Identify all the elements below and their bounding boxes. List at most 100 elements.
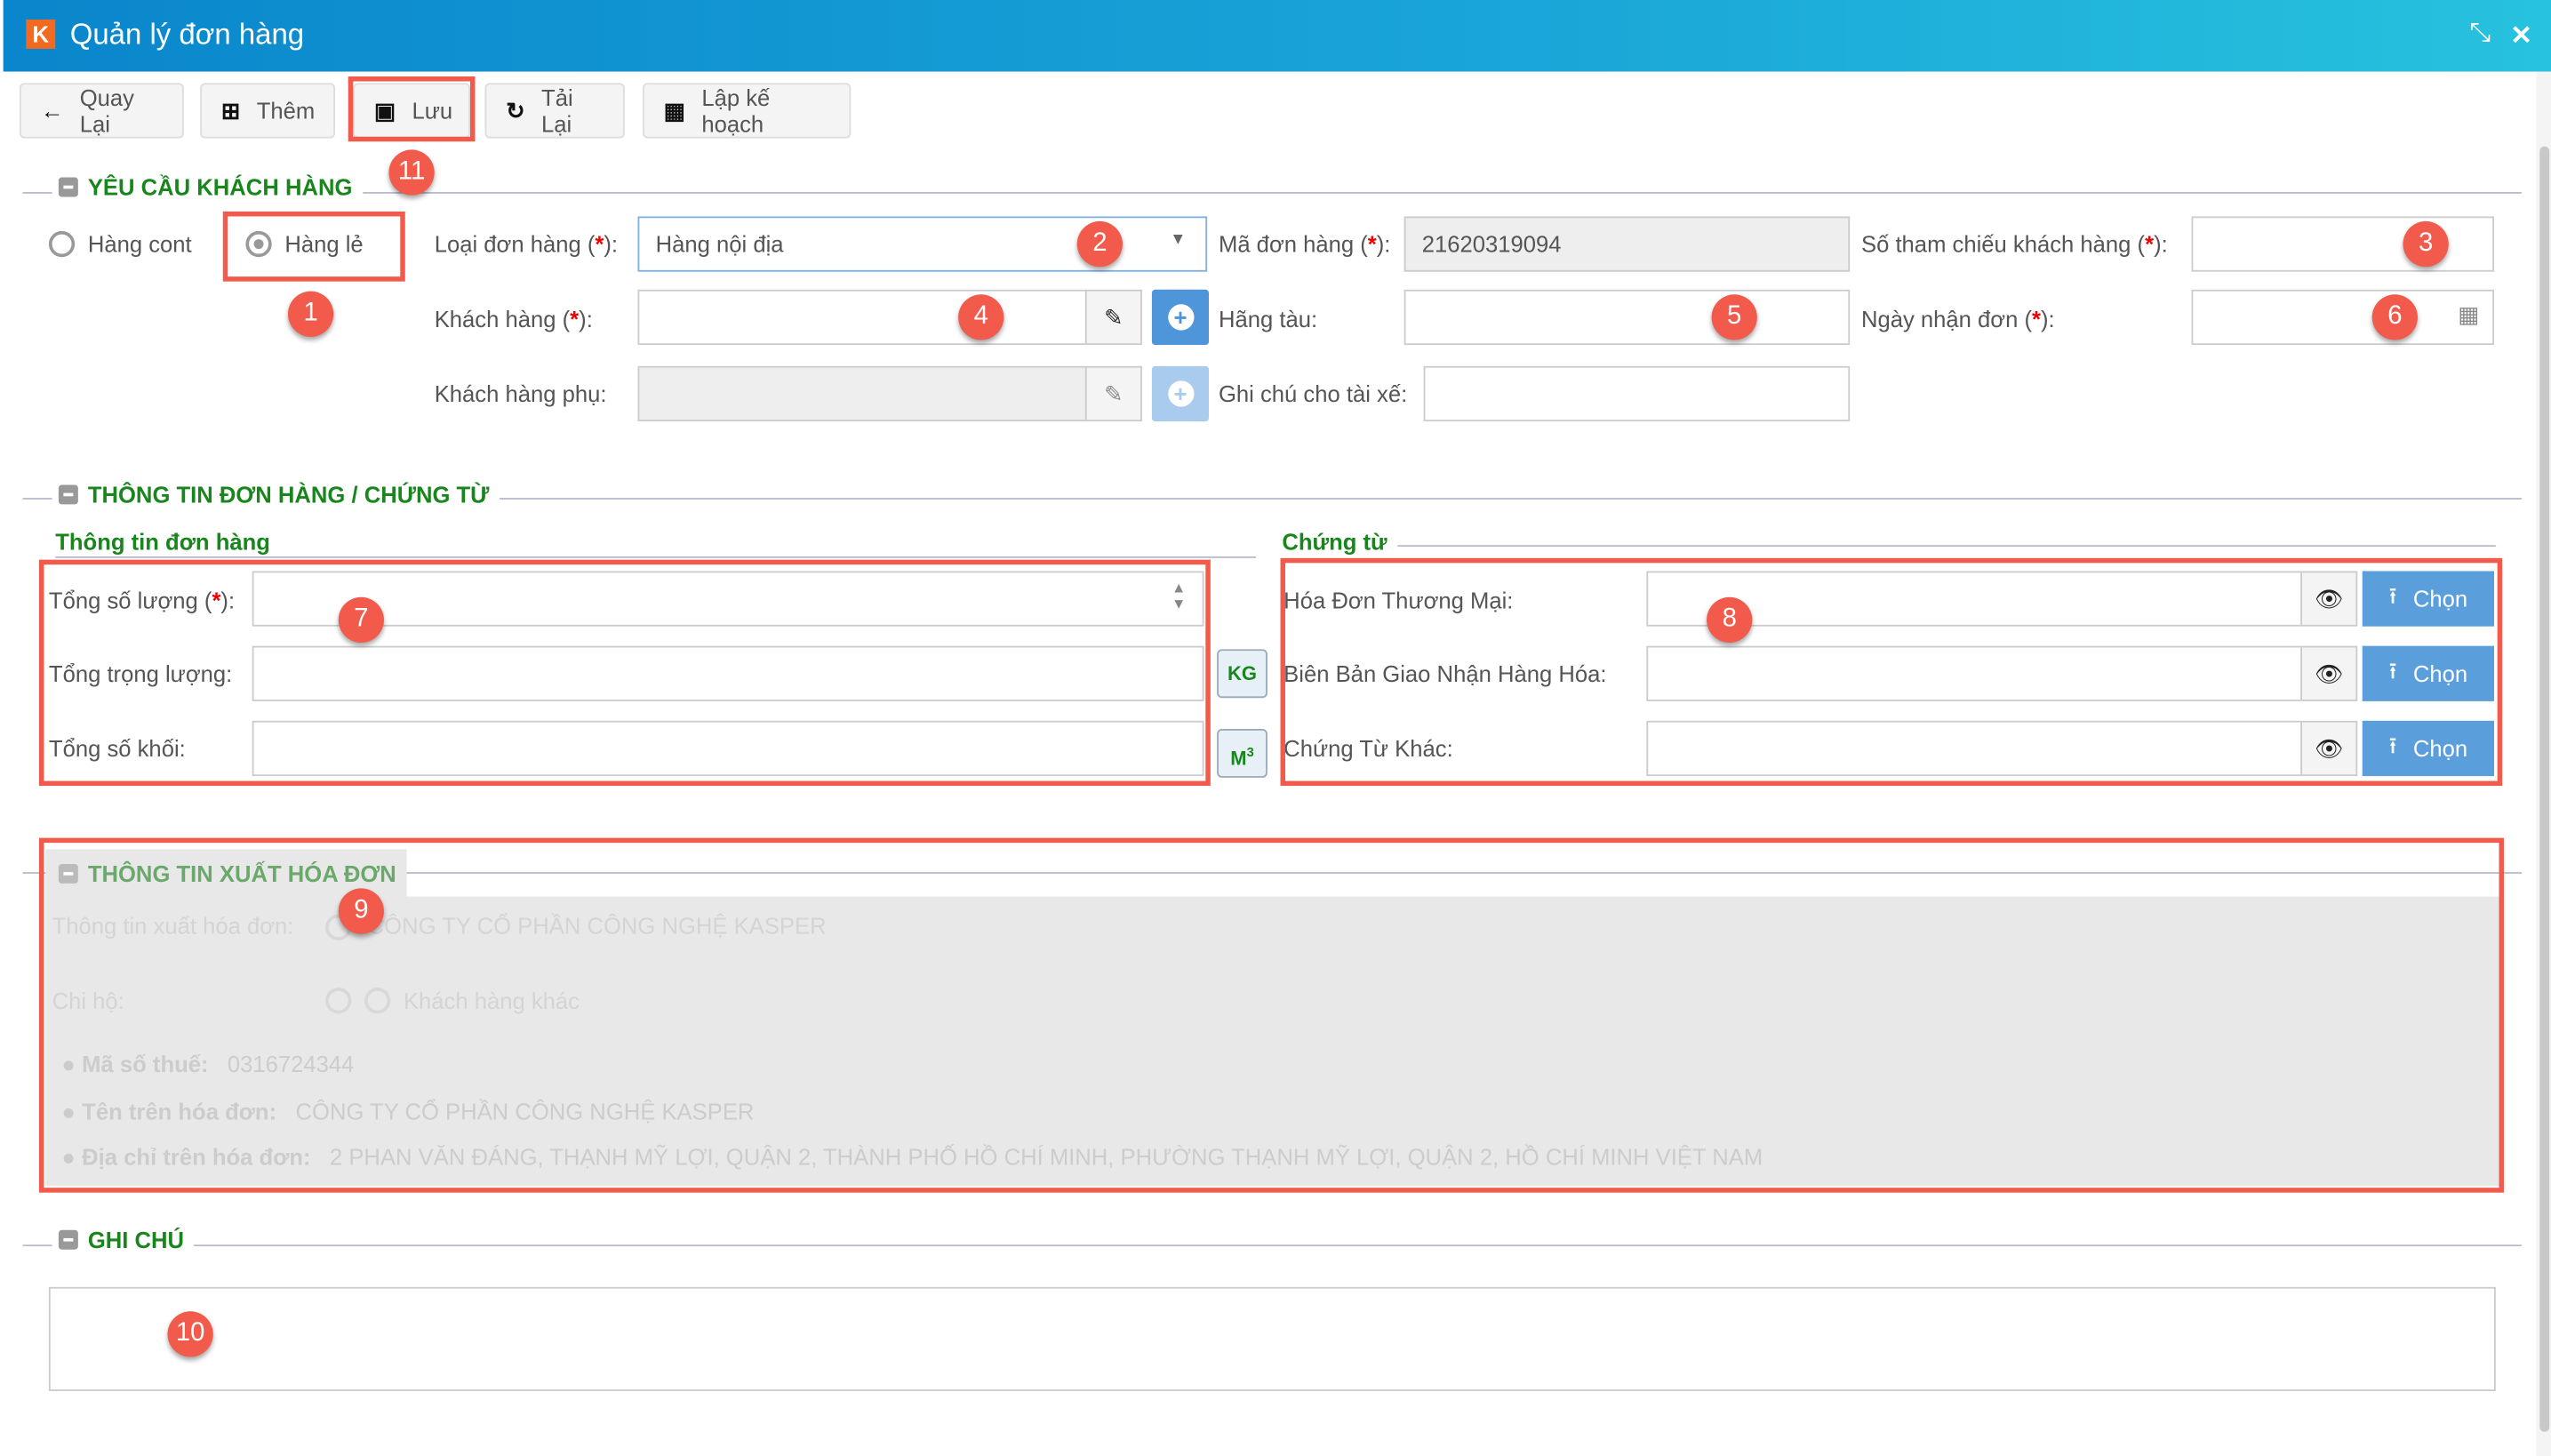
total-weight-input[interactable]	[252, 645, 1204, 701]
choose-button[interactable]: ⭱ Chọn	[2362, 571, 2495, 627]
annotation-marker: 8	[1707, 596, 1753, 644]
invoice-info-value: CÔNG TY CỔ PHẦN CÔNG NGHỆ KASPER	[367, 912, 827, 940]
plus-circle-icon: +	[1167, 304, 1194, 331]
collapse-icon[interactable]	[58, 1229, 78, 1250]
plus-square-icon: ⊞	[220, 96, 241, 124]
order-type-label: Loại đơn hàng (*):	[434, 230, 619, 258]
collapse-icon[interactable]	[58, 863, 78, 883]
eye-icon[interactable]: 👁	[2300, 571, 2358, 627]
radio-hang-cont[interactable]	[48, 230, 76, 258]
spinner-icon[interactable]: ▲ ▼	[1172, 579, 1187, 612]
collapse-icon[interactable]	[58, 177, 78, 197]
order-code-input[interactable]: 21620319094	[1403, 216, 1851, 272]
add-customer-button[interactable]: +	[1151, 289, 1209, 346]
section-order-docs[interactable]: THÔNG TIN ĐƠN HÀNG / CHỨNG TỪ	[52, 481, 500, 508]
notes-textarea[interactable]	[48, 1286, 2496, 1391]
choose-button[interactable]: ⭱ Chọn	[2362, 645, 2495, 701]
annotation-marker: 10	[167, 1311, 213, 1357]
save-button[interactable]: ▣ Lưu	[353, 83, 470, 139]
annotation-marker: 9	[338, 888, 384, 934]
choose-button[interactable]: ⭱ Chọn	[2362, 720, 2495, 777]
plan-button[interactable]: ▦ Lập kế hoạch	[643, 83, 852, 139]
annotation-marker: 11	[388, 149, 435, 196]
arrow-left-icon: ←	[40, 97, 64, 124]
back-button[interactable]: ← Quay Lại	[19, 83, 184, 139]
save-label: Lưu	[412, 97, 453, 124]
receive-date-label: Ngày nhận đơn (*):	[1860, 306, 2055, 332]
section-divider	[22, 1244, 2523, 1247]
section-divider	[22, 872, 2523, 874]
divider	[55, 556, 1257, 558]
annotation-marker: 5	[1711, 294, 1757, 340]
app-logo: K	[26, 19, 56, 49]
section-invoice[interactable]: THÔNG TIN XUẤT HÓA ĐƠN	[45, 849, 406, 897]
add-button[interactable]: ⊞ Thêm	[200, 83, 336, 139]
annotation-marker: 4	[958, 294, 1004, 340]
other-customer-label: Khách hàng khác	[403, 988, 580, 1014]
chi-ho-radio[interactable]	[325, 988, 352, 1014]
doc-input-delivery-record[interactable]	[1646, 645, 2303, 701]
scrollbar-thumb[interactable]	[2539, 146, 2550, 1432]
divider	[1282, 545, 2496, 548]
doc-input-other[interactable]	[1646, 720, 2303, 777]
invoice-panel	[45, 896, 2499, 1187]
section-title: THÔNG TIN XUẤT HÓA ĐƠN	[87, 860, 396, 886]
chevron-down-icon: ▼	[1170, 230, 1187, 250]
reload-button[interactable]: ↻ Tải Lại	[484, 83, 625, 139]
tax-row: ● Mã số thuế: 0316724344	[61, 1051, 355, 1077]
section-title: GHI CHÚ	[87, 1227, 185, 1253]
close-icon[interactable]: ✕	[2510, 22, 2532, 51]
doc-input-commercial-invoice[interactable]	[1646, 571, 2303, 627]
add-sub-customer-button[interactable]: +	[1151, 365, 1209, 422]
annotation-box-11	[348, 76, 476, 142]
floppy-icon: ▣	[373, 96, 396, 124]
edit-customer-button[interactable]: ✎	[1084, 289, 1142, 346]
receive-date-input[interactable]: ▦	[2191, 289, 2495, 346]
reference-input[interactable]	[2191, 216, 2495, 272]
section-title: THÔNG TIN ĐƠN HÀNG / CHỨNG TỪ	[87, 481, 490, 508]
title-bar	[3, 0, 2551, 72]
layout-icon: ▦	[663, 96, 686, 124]
total-weight-label: Tổng trọng lượng:	[48, 660, 233, 687]
eye-icon[interactable]: 👁	[2300, 645, 2358, 701]
annotation-box-9	[38, 837, 2504, 1193]
sub-customer-input[interactable]	[637, 365, 1087, 422]
window-title: Quản lý đơn hàng	[69, 18, 305, 51]
calendar-icon[interactable]: ▦	[2458, 300, 2480, 327]
radio-hang-le[interactable]	[245, 230, 272, 258]
invoice-info-label: Thông tin xuất hóa đơn:	[52, 912, 294, 940]
reload-label: Tải Lại	[541, 84, 573, 137]
annotation-box-7	[38, 559, 1211, 787]
plus-circle-icon: +	[1167, 380, 1194, 407]
customer-input[interactable]	[637, 289, 1087, 346]
driver-note-input[interactable]	[1423, 365, 1851, 422]
weight-unit-badge: KG	[1217, 649, 1268, 699]
chi-ho-label: Chi hộ:	[52, 988, 124, 1014]
section-divider	[22, 498, 2523, 500]
annotation-marker: 6	[2371, 294, 2418, 340]
other-customer-radio[interactable]	[364, 988, 391, 1014]
upload-icon: ⭱	[2388, 582, 2397, 609]
docs-title: Chứng từ	[1282, 528, 1397, 556]
total-volume-input[interactable]	[252, 720, 1204, 777]
volume-unit-badge: M3	[1217, 729, 1268, 778]
sub-customer-label: Khách hàng phụ:	[434, 380, 607, 407]
compress-icon[interactable]: ⤡	[2469, 19, 2491, 48]
collapse-icon[interactable]	[58, 484, 78, 505]
driver-note-label: Ghi chú cho tài xế:	[1218, 380, 1408, 407]
annotation-marker: 3	[2403, 220, 2449, 268]
upload-icon: ⭱	[2388, 657, 2397, 684]
pencil-icon: ✎	[1104, 380, 1124, 406]
shipline-input[interactable]	[1403, 289, 1851, 346]
edit-sub-customer-button[interactable]: ✎	[1084, 365, 1142, 422]
shipline-label: Hãng tàu:	[1218, 306, 1318, 332]
section-notes[interactable]: GHI CHÚ	[52, 1227, 195, 1253]
reference-label: Số tham chiếu khách hàng (*):	[1860, 230, 2168, 258]
doc-label-other: Chứng Từ Khác:	[1283, 735, 1453, 762]
annotation-marker: 7	[338, 596, 384, 644]
total-qty-input[interactable]: ▲ ▼	[252, 571, 1204, 627]
section-customer-request[interactable]: YÊU CẦU KHÁCH HÀNG	[52, 173, 363, 201]
refresh-icon: ↻	[506, 96, 525, 124]
eye-icon[interactable]: 👁	[2300, 720, 2358, 777]
pencil-icon: ✎	[1104, 303, 1124, 330]
